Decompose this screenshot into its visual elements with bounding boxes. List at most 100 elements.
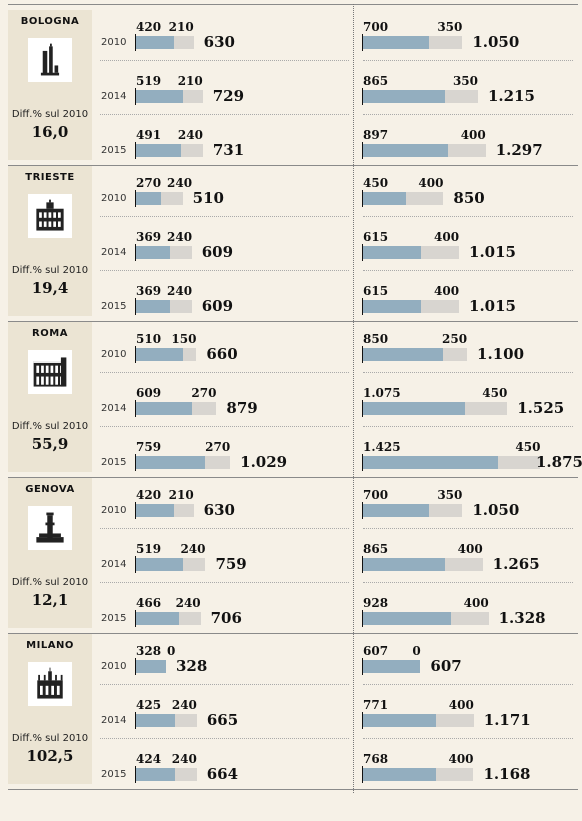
- year-row: 2015 491 240 731 897 400 1.297: [8, 118, 578, 169]
- diff-label: Diff.% sul 2010: [11, 109, 89, 120]
- right-extra-label: 350: [452, 74, 478, 88]
- left-extra-label: 210: [168, 488, 194, 502]
- right-base-label: 700: [363, 20, 389, 34]
- left-bar-extra: [174, 36, 194, 49]
- left-base-label: 420: [136, 20, 162, 34]
- year-label: 2015: [101, 769, 127, 780]
- year-label: 2010: [101, 37, 127, 48]
- right-bar-base: [363, 300, 422, 313]
- right-base-label: 607: [363, 644, 389, 658]
- left-extra-label: 240: [167, 230, 193, 244]
- right-extra-label: 400: [448, 752, 474, 766]
- left-total-label: 759: [215, 555, 247, 573]
- year-label: 2010: [101, 193, 127, 204]
- left-base-label: 510: [136, 332, 162, 346]
- right-total-label: 1.525: [517, 399, 565, 417]
- row-divider: [100, 114, 349, 115]
- year-label: 2014: [101, 91, 127, 102]
- right-base-label: 450: [363, 176, 389, 190]
- left-base-label: 466: [136, 596, 162, 610]
- right-bar-extra: [450, 612, 489, 625]
- right-base-label: 928: [363, 596, 389, 610]
- row-divider: [363, 426, 573, 427]
- left-base-label: 759: [136, 440, 162, 454]
- city-block-genova: GENOVA Diff.% sul 2010 12,1 2010 420 210 630 70…: [8, 476, 578, 634]
- left-bar-tick: [135, 190, 136, 207]
- right-total-label: 1.297: [495, 141, 543, 159]
- city-separator: [8, 165, 578, 166]
- left-bar-extra: [169, 246, 192, 259]
- right-total-label: 1.215: [487, 87, 535, 105]
- row-divider: [363, 372, 573, 373]
- bologna-towers-icon: [28, 38, 72, 82]
- right-bar-tick: [362, 712, 363, 729]
- right-bar-tick: [362, 298, 363, 315]
- left-bar-extra: [205, 456, 231, 469]
- right-total-label: 1.050: [472, 33, 520, 51]
- right-base-label: 1.425: [363, 440, 401, 454]
- year-label: 2015: [101, 457, 127, 468]
- left-bar-base: [136, 660, 166, 673]
- city-name: MILANO: [26, 640, 74, 651]
- diff-value: 102,5: [26, 747, 74, 765]
- left-bar-tick: [135, 34, 136, 51]
- right-bar-extra: [444, 558, 483, 571]
- left-bar-tick: [135, 766, 136, 783]
- year-row: 2015 369 240 609 615 400 1.015: [8, 274, 578, 325]
- right-extra-label: 400: [418, 176, 444, 190]
- row-divider: [363, 60, 573, 61]
- left-total-label: 729: [212, 87, 245, 105]
- left-base-label: 420: [136, 488, 162, 502]
- row-divider: [363, 216, 573, 217]
- left-base-label: 519: [136, 542, 162, 556]
- left-total-label: 328: [176, 657, 208, 675]
- row-divider: [100, 738, 349, 739]
- right-bar-tick: [362, 244, 363, 261]
- left-bar-tick: [135, 244, 136, 261]
- left-extra-label: 270: [191, 386, 217, 400]
- left-total-label: 510: [192, 189, 224, 207]
- left-base-label: 609: [136, 386, 162, 400]
- row-divider: [100, 684, 349, 685]
- city-block-trieste: TRIESTE Diff.% sul 2010 19,4 2010 270 240 510 4…: [8, 164, 578, 322]
- diff-value: 16,0: [31, 123, 69, 141]
- right-extra-label: 400: [457, 542, 483, 556]
- left-bar-base: [136, 714, 175, 727]
- city-panel: GENOVA Diff.% sul 2010 12,1: [8, 478, 92, 628]
- right-base-label: 768: [363, 752, 389, 766]
- left-total-label: 630: [203, 33, 235, 51]
- right-total-label: 1.875: [536, 453, 582, 471]
- lanterna-tower-icon: [28, 506, 72, 550]
- left-bar-tick: [135, 142, 136, 159]
- column-separator: [353, 4, 354, 793]
- right-bar-base: [363, 660, 421, 673]
- left-total-label: 665: [206, 711, 239, 729]
- left-extra-label: 240: [167, 176, 193, 190]
- right-bar-extra: [429, 36, 463, 49]
- right-total-label: 1.328: [498, 609, 546, 627]
- diff-label: Diff.% sul 2010: [11, 265, 89, 276]
- right-base-label: 865: [363, 542, 389, 556]
- left-extra-label: 240: [167, 284, 193, 298]
- trieste-building-icon: [28, 194, 72, 238]
- right-bar-base: [363, 402, 465, 415]
- left-bar-extra: [191, 402, 217, 415]
- year-label: 2014: [101, 247, 127, 258]
- left-bar-base: [136, 612, 179, 625]
- duomo-icon: [28, 662, 72, 706]
- right-bar-base: [363, 246, 422, 259]
- left-extra-label: 150: [171, 332, 197, 346]
- city-block-milano: MILANO Diff.% sul 2010 102,5 2010 328 0 328 607…: [8, 632, 578, 790]
- right-base-label: 615: [363, 284, 389, 298]
- colosseum-icon-graphic: [33, 357, 67, 387]
- city-block-bologna: BOLOGNA Diff.% sul 2010 16,0 2010 420 210 630 7…: [8, 8, 578, 166]
- left-total-label: 879: [226, 399, 258, 417]
- right-total-label: 1.015: [469, 243, 516, 261]
- left-base-label: 369: [136, 230, 162, 244]
- city-panel: MILANO Diff.% sul 2010 102,5: [8, 634, 92, 784]
- left-bar-extra: [183, 90, 203, 103]
- duomo-icon-graphic: [37, 667, 63, 699]
- left-total-label: 1.029: [240, 453, 288, 471]
- city-name: GENOVA: [25, 484, 75, 495]
- row-divider: [100, 426, 349, 427]
